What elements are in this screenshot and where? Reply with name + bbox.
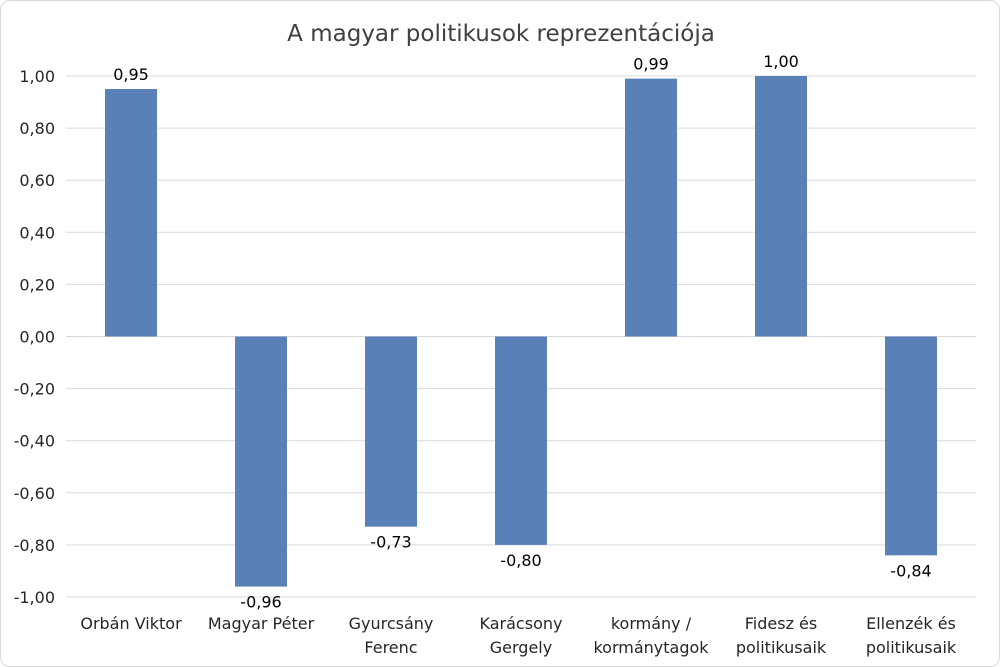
y-tick-label: 1,00 [19, 67, 55, 86]
data-label: 0,95 [113, 65, 149, 84]
bar [365, 336, 417, 527]
y-axis-tick-labels: 1,00 0,80 0,60 0,40 0,20 0,00 -0,20 -0,40 -0,60 -… [14, 67, 55, 607]
category-label: Magyar Péter [208, 614, 315, 633]
y-tick-label: -1,00 [14, 588, 55, 607]
category-label: Karácsony Gergely [480, 614, 563, 657]
bar [755, 76, 807, 337]
bar [105, 89, 157, 337]
chart-title: A magyar politikusok reprezentációja [287, 21, 715, 47]
category-label: kormány / kormánytagok [593, 614, 709, 657]
category-label-line: Orbán Viktor [80, 614, 182, 633]
y-tick-label: 0,80 [19, 119, 55, 138]
category-label-line: Magyar Péter [208, 614, 315, 633]
data-label: -0,96 [240, 593, 281, 612]
data-label: -0,73 [370, 533, 411, 552]
category-label-line: Ferenc [364, 638, 417, 657]
bar [625, 78, 677, 337]
bar [235, 336, 287, 587]
category-label: Orbán Viktor [80, 614, 182, 633]
y-tick-label: -0,40 [14, 432, 55, 451]
data-labels: 0,95 -0,96 -0,73 -0,80 0,99 1,00 -0,84 [113, 52, 932, 612]
bar [885, 336, 937, 556]
y-tick-label: 0,40 [19, 223, 55, 242]
category-label-line: kormány / [611, 614, 692, 633]
category-label-line: Gyurcsány [349, 614, 434, 633]
category-label-line: Ellenzék és [866, 614, 956, 633]
y-tick-label: 0,20 [19, 275, 55, 294]
bars [105, 76, 937, 587]
data-label: 1,00 [763, 52, 799, 71]
category-label: Gyurcsány Ferenc [349, 614, 434, 657]
category-label-line: politikusaik [866, 638, 957, 657]
data-label: -0,84 [890, 561, 931, 580]
category-label-line: Fidesz és [745, 614, 817, 633]
bar [495, 336, 547, 545]
y-tick-label: -0,60 [14, 484, 55, 503]
category-labels: Orbán Viktor Magyar Péter Gyurcsány Ferenc K… [80, 614, 957, 657]
category-label: Ellenzék és politikusaik [866, 614, 957, 657]
category-label: Fidesz és politikusaik [736, 614, 827, 657]
category-label-line: kormánytagok [593, 638, 709, 657]
y-tick-label: -0,80 [14, 536, 55, 555]
y-tick-label: -0,20 [14, 380, 55, 399]
category-label-line: Gergely [490, 638, 552, 657]
y-tick-label: 0,00 [19, 328, 55, 347]
category-label-line: politikusaik [736, 638, 827, 657]
data-label: -0,80 [500, 551, 541, 570]
y-tick-label: 0,60 [19, 171, 55, 190]
data-label: 0,99 [633, 55, 669, 74]
category-label-line: Karácsony [480, 614, 563, 633]
